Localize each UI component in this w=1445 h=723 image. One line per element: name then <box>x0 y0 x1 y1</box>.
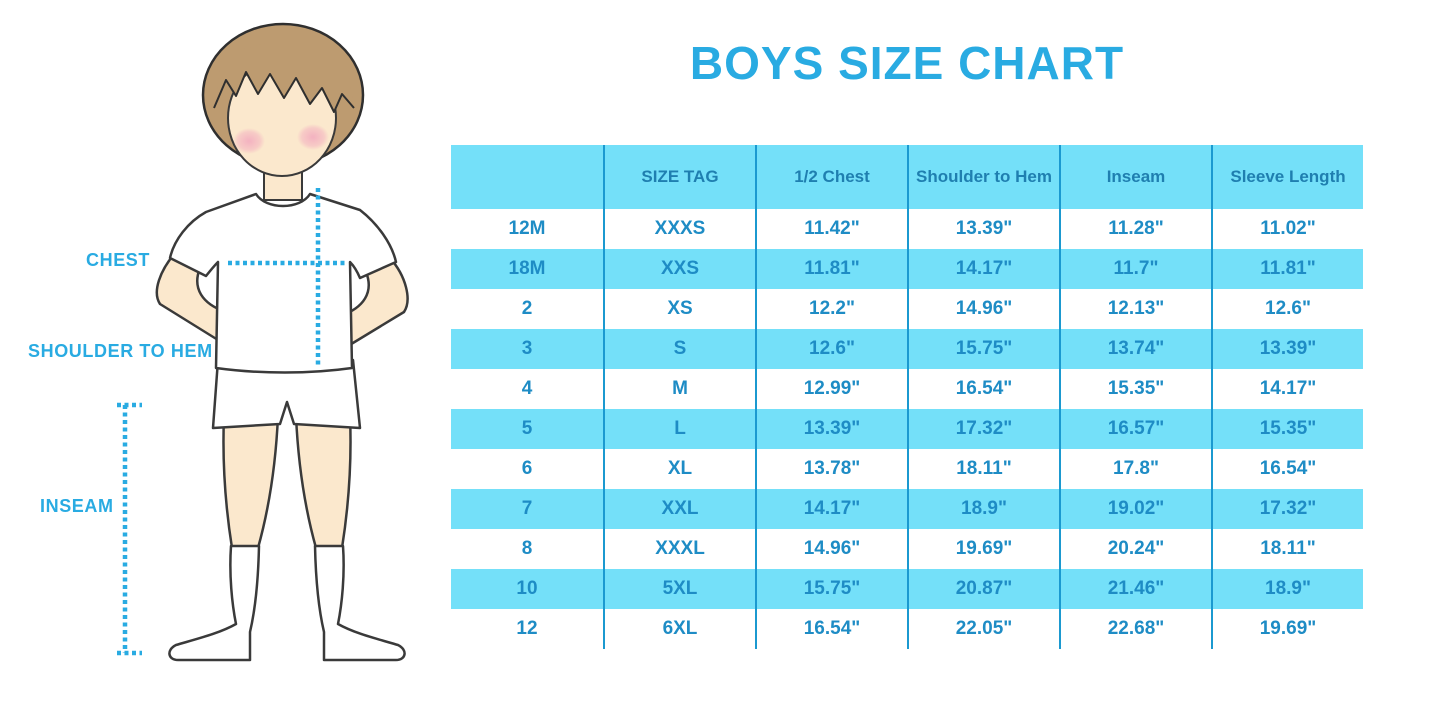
right-leg <box>294 414 352 550</box>
measurement-cell: 18.11" <box>907 449 1059 489</box>
measurement-cell: 20.87" <box>907 569 1059 609</box>
shorts <box>211 358 362 430</box>
header-cell: Inseam <box>1059 145 1211 209</box>
chest-label: CHEST <box>86 250 151 270</box>
measurement-cell: 12.13" <box>1059 289 1211 329</box>
measurement-cell: 19.69" <box>907 529 1059 569</box>
measurement-cell: 14.17" <box>755 489 907 529</box>
measurement-cell: 19.02" <box>1059 489 1211 529</box>
size-cell: 6 <box>521 457 533 479</box>
size-cell: 8 <box>521 537 533 559</box>
measurement-cell: 11.42" <box>755 209 907 249</box>
measurement-cell: 16.54" <box>755 609 907 649</box>
measurement-cell: 15.75" <box>907 329 1059 369</box>
size-tag-cell: XXXL <box>603 529 755 569</box>
boy-illustration-svg <box>117 22 409 662</box>
measurement-cell: 13.39" <box>907 209 1059 249</box>
measurement-cell: 18.9" <box>907 489 1059 529</box>
measurement-cell: 13.78" <box>755 449 907 489</box>
measurement-cell: 21.46" <box>1059 569 1211 609</box>
measurement-cell: 15.35" <box>1059 369 1211 409</box>
measurement-cell: 12.6" <box>1211 289 1363 329</box>
measurement-cell: 11.7" <box>1059 249 1211 289</box>
size-tag-cell: XXXS <box>603 209 755 249</box>
size-cell: 7 <box>451 489 603 529</box>
size-tag-cell: XS <box>603 289 755 329</box>
measurement-cell: 16.54" <box>1211 449 1363 489</box>
measurement-cell: 13.39" <box>1211 329 1363 369</box>
measurement-cell: 14.96" <box>755 529 907 569</box>
measurement-cell: 16.54" <box>907 369 1059 409</box>
size-tag-cell: 6XL <box>603 609 755 649</box>
left-cheek <box>233 128 265 154</box>
inseam-label: INSEAM <box>40 496 114 516</box>
measurement-cell: 18.9" <box>1211 569 1363 609</box>
measurement-cell: 13.39" <box>755 409 907 449</box>
measurement-cell: 14.17" <box>907 249 1059 289</box>
measurement-cell: 22.05" <box>907 609 1059 649</box>
size-cell: 18M <box>451 249 603 289</box>
size-chart-table: SIZE TAG 1/2 Chest Shoulder to Hem Inseam Sl… <box>451 145 1363 649</box>
size-tag-cell: S <box>603 329 755 369</box>
measurement-cell: 14.96" <box>907 289 1059 329</box>
header-cell: Sleeve Length <box>1211 145 1363 209</box>
measurement-figure: CHEST SHOULDER TO HEM INSEAM <box>0 0 450 723</box>
size-tag-cell: M <box>603 369 755 409</box>
size-tag-cell: XXS <box>603 249 755 289</box>
measurement-cell: 19.69" <box>1211 609 1363 649</box>
page-title: BOYS SIZE CHART <box>689 37 1125 89</box>
measurement-cell: 12.99" <box>755 369 907 409</box>
size-tag-cell: L <box>603 409 755 449</box>
measurement-cell: 14.17" <box>1211 369 1363 409</box>
measurement-cell: 13.74" <box>1059 329 1211 369</box>
header-cell-empty <box>451 145 603 209</box>
header-cell: Shoulder to Hem <box>907 145 1059 209</box>
measurement-cell: 20.24" <box>1059 529 1211 569</box>
right-cheek <box>297 124 329 150</box>
measurement-cell: 11.81" <box>755 249 907 289</box>
shoulder-to-hem-label: SHOULDER TO HEM <box>28 341 213 361</box>
size-cell: 2 <box>521 297 533 319</box>
right-sock <box>313 544 406 662</box>
measurement-cell: 12.2" <box>755 289 907 329</box>
size-cell: 12M <box>508 217 546 239</box>
measurement-cell: 16.57" <box>1059 409 1211 449</box>
measurement-cell: 17.32" <box>1211 489 1363 529</box>
left-sock <box>168 544 261 662</box>
size-tag-cell: XXL <box>603 489 755 529</box>
measurement-cell: 18.11" <box>1211 529 1363 569</box>
measurement-cell: 11.28" <box>1059 209 1211 249</box>
header-cell: SIZE TAG <box>603 145 755 209</box>
hairline <box>213 71 355 113</box>
size-tag-cell: 5XL <box>603 569 755 609</box>
measurement-cell: 22.68" <box>1059 609 1211 649</box>
measurement-cell: 15.35" <box>1211 409 1363 449</box>
left-leg <box>222 414 280 550</box>
measurement-cell: 11.02" <box>1211 209 1363 249</box>
measurement-cell: 12.6" <box>755 329 907 369</box>
size-cell: 5 <box>451 409 603 449</box>
measurement-cell: 17.32" <box>907 409 1059 449</box>
measurement-cell: 15.75" <box>755 569 907 609</box>
measurement-cell: 11.81" <box>1211 249 1363 289</box>
size-cell: 3 <box>451 329 603 369</box>
header-cell: 1/2 Chest <box>755 145 907 209</box>
size-cell: 10 <box>451 569 603 609</box>
size-cell: 12 <box>516 617 538 639</box>
bangs <box>214 42 354 112</box>
size-cell: 4 <box>521 377 533 399</box>
measurement-cell: 17.8" <box>1059 449 1211 489</box>
t-shirt <box>168 192 398 374</box>
size-tag-cell: XL <box>603 449 755 489</box>
